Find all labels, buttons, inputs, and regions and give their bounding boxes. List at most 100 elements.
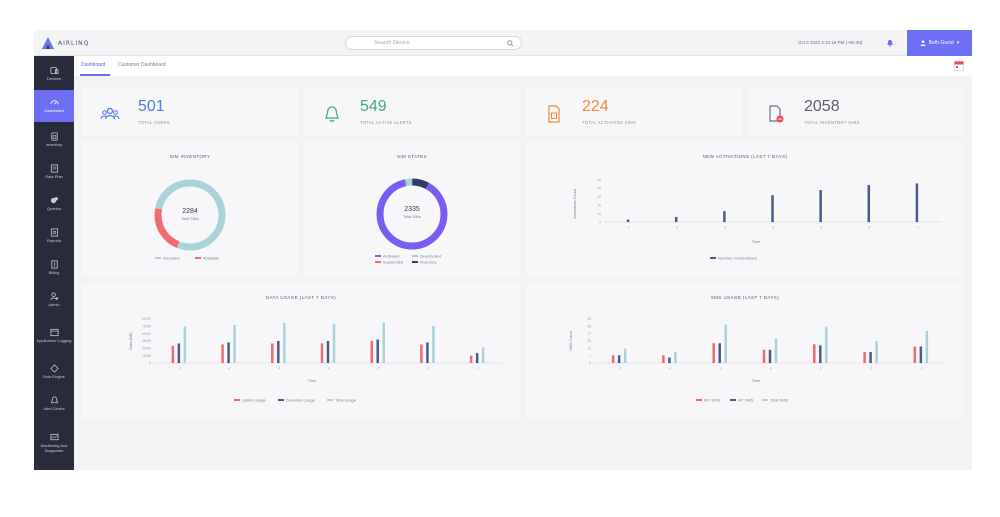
bar[interactable] xyxy=(475,353,479,363)
bar[interactable] xyxy=(183,326,187,363)
legend-label-available: Available xyxy=(203,256,220,261)
donut-center-label: Total SIMs xyxy=(181,217,199,221)
x-tick-label: 2 xyxy=(675,225,679,229)
search-input[interactable]: Search Device xyxy=(345,36,522,50)
bar[interactable] xyxy=(370,341,373,363)
bar[interactable] xyxy=(481,347,485,363)
chevron-down-icon: ▾ xyxy=(956,40,960,46)
sidebar-item-monitoring[interactable]: Monitoring And Diagnostic xyxy=(34,424,74,462)
bar[interactable] xyxy=(768,349,772,363)
bar[interactable] xyxy=(662,355,665,363)
sidebar-item-rule-engine[interactable]: Rule Engine xyxy=(34,356,74,388)
bar[interactable] xyxy=(925,331,929,363)
chart-title: SMS USAGE (LAST 7 DAYS) xyxy=(710,295,780,300)
kpi-value: 549 xyxy=(360,98,387,115)
bar[interactable] xyxy=(724,324,727,364)
bar[interactable] xyxy=(813,344,816,363)
bar[interactable] xyxy=(227,342,230,363)
search-icon[interactable] xyxy=(507,40,514,47)
notification-bell-icon[interactable] xyxy=(886,39,894,47)
legend-swatch-total xyxy=(327,399,333,401)
bar[interactable] xyxy=(919,346,923,364)
user-menu-button[interactable]: Beth Guest ▾ xyxy=(907,30,972,56)
tab-customer-dashboard[interactable]: Customer Dashboard xyxy=(118,62,166,68)
bar[interactable] xyxy=(326,341,330,363)
bar[interactable] xyxy=(712,343,715,363)
bar[interactable] xyxy=(283,322,286,363)
sidebar-item-devices[interactable]: Devices xyxy=(34,58,74,90)
bar[interactable] xyxy=(875,341,878,363)
legend-swatch-mo xyxy=(696,399,702,401)
bar[interactable] xyxy=(376,339,379,363)
bar[interactable] xyxy=(432,325,435,363)
kpi-label: TOTAL ACTIVE ALERTS xyxy=(360,120,412,125)
kpi-card-users: 501 TOTAL USERS xyxy=(82,88,298,136)
sidebar-item-reports[interactable]: Reports xyxy=(34,220,74,252)
bar[interactable] xyxy=(863,352,866,363)
chart-title: SIM STATES xyxy=(396,154,428,159)
sidebar-item-inventory[interactable]: Inventory xyxy=(34,124,74,156)
bar[interactable] xyxy=(774,338,778,363)
bar[interactable] xyxy=(617,355,621,363)
bar[interactable] xyxy=(271,343,274,363)
sidebar-item-billing[interactable]: Billing xyxy=(34,252,74,284)
bar[interactable] xyxy=(332,323,336,363)
bar[interactable] xyxy=(915,183,919,222)
bar[interactable] xyxy=(762,349,766,363)
logo-icon xyxy=(42,37,54,49)
bar[interactable] xyxy=(171,345,175,363)
chart-title: DATA USAGE (LAST 7 DAYS) xyxy=(265,295,337,300)
bar[interactable] xyxy=(623,348,627,363)
donut-segment xyxy=(376,178,448,250)
legend-label-mt: MT SMS xyxy=(738,398,754,403)
app-logo[interactable]: AIRLINQ xyxy=(42,37,89,49)
bar[interactable] xyxy=(221,344,224,363)
kpi-value: 501 xyxy=(138,98,165,115)
donut-segment xyxy=(376,178,448,250)
bar[interactable] xyxy=(626,219,630,222)
calendar-icon[interactable] xyxy=(954,60,964,71)
bar[interactable] xyxy=(420,344,423,363)
bar[interactable] xyxy=(469,355,473,363)
kpi-card-inventory-sims: 2058 TOTAL INVENTORY SIMS xyxy=(748,88,964,136)
bar[interactable] xyxy=(277,341,280,363)
bar[interactable] xyxy=(382,322,385,363)
chart-title: SIM INVENTORY xyxy=(169,154,211,159)
legend-label-total: Total Usage xyxy=(335,398,357,403)
bar[interactable] xyxy=(233,324,236,363)
bar[interactable] xyxy=(825,326,828,363)
x-tick-label: 6 xyxy=(426,366,430,370)
sidebar-item-admin[interactable]: Admin xyxy=(34,284,74,316)
legend-swatch-inventory xyxy=(412,261,418,263)
bar[interactable] xyxy=(718,343,721,363)
bar[interactable] xyxy=(771,195,774,222)
bar[interactable] xyxy=(867,185,871,222)
x-tick-label: 5 xyxy=(376,366,380,370)
bar[interactable] xyxy=(177,343,181,363)
sidebar-item-rate-plan[interactable]: Rate Plan xyxy=(34,156,74,188)
y-axis-label: Data (MB) xyxy=(129,332,133,350)
new-activations-bar-chart: Activations Count Time Number of Activat… xyxy=(573,178,941,261)
tab-dashboard[interactable]: Dashboard xyxy=(81,62,106,68)
bar[interactable] xyxy=(320,343,324,363)
sidebar-item-application-logging[interactable]: Application Logging xyxy=(34,318,74,354)
y-tick-label: 7 xyxy=(589,354,591,358)
sidebar-label: Admin xyxy=(48,302,60,308)
data-usage-card: DATA USAGE (LAST 7 DAYS) Data (MB) Time … xyxy=(82,283,520,419)
bar[interactable] xyxy=(426,342,429,363)
y-tick-label: 30000 xyxy=(142,347,151,351)
bar[interactable] xyxy=(869,352,872,363)
bar[interactable] xyxy=(674,216,678,222)
legend-swatch-allocated xyxy=(155,257,161,259)
bar[interactable] xyxy=(913,346,917,364)
bar[interactable] xyxy=(819,190,822,222)
bar[interactable] xyxy=(819,345,822,363)
sidebar-item-alert-centre[interactable]: Alert Centre xyxy=(34,388,74,420)
x-tick-label: 1 xyxy=(627,225,631,229)
bar[interactable] xyxy=(723,211,726,222)
bar[interactable] xyxy=(674,352,677,363)
sidebar-item-dashboard[interactable]: Dashboard xyxy=(34,90,74,122)
bar[interactable] xyxy=(668,357,671,364)
sidebar-item-queries[interactable]: Queries xyxy=(34,188,74,220)
bar[interactable] xyxy=(611,355,615,363)
